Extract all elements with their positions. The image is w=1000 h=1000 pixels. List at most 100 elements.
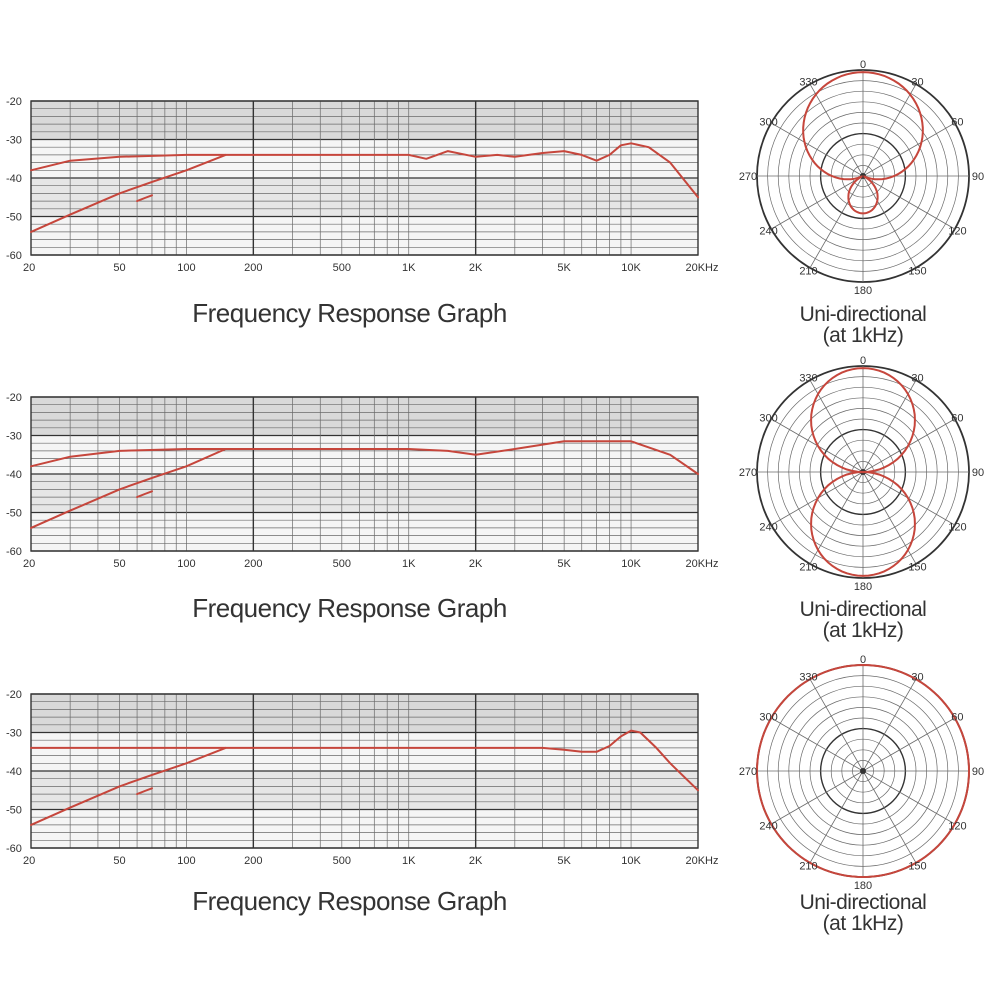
polar-spoke bbox=[862, 84, 917, 177]
polar-spoke bbox=[862, 122, 955, 177]
y-tick-label: -50 bbox=[6, 805, 22, 817]
x-tick-label: 1K bbox=[402, 262, 416, 274]
polar-angle-label: 150 bbox=[908, 265, 926, 277]
response-curve-3 bbox=[136, 787, 153, 796]
x-tick-label: 20KHz bbox=[685, 558, 718, 570]
polar-spoke bbox=[862, 175, 917, 268]
x-tick-label: 100 bbox=[177, 558, 195, 570]
polar-pattern-chart-3: 0 30 60 90 120 150 180 210 240 270 300 330 Uni-direc… bbox=[739, 654, 984, 935]
polar-spoke bbox=[809, 679, 864, 772]
polar-spoke bbox=[771, 770, 864, 825]
polar-angle-label: 300 bbox=[759, 413, 777, 425]
shaded-band-middle bbox=[31, 771, 698, 810]
polar-center-dot bbox=[860, 768, 866, 774]
shaded-band-middle bbox=[31, 474, 698, 513]
chart-title: Frequency Response Graph bbox=[192, 593, 507, 623]
x-tick-label: 500 bbox=[333, 262, 351, 274]
y-tick-label: -40 bbox=[6, 766, 22, 778]
plot-frame bbox=[30, 693, 699, 849]
polar-angle-label: 180 bbox=[854, 581, 872, 593]
y-tick-label: -50 bbox=[6, 508, 22, 520]
response-curve-2 bbox=[30, 448, 227, 529]
polar-spoke bbox=[862, 679, 917, 772]
y-tick-label: -60 bbox=[6, 250, 22, 262]
x-tick-label: 1K bbox=[402, 855, 416, 867]
shaded-band-top bbox=[31, 694, 698, 733]
polar-angle-label: 0 bbox=[860, 654, 866, 666]
polar-pattern-chart-1: 0 30 60 90 120 150 180 210 240 270 300 330 Uni-direc… bbox=[739, 59, 984, 347]
polar-angle-label: 180 bbox=[854, 880, 872, 892]
polar-angle-label: 90 bbox=[972, 467, 984, 479]
x-tick-label: 50 bbox=[113, 558, 125, 570]
polar-angle-label: 0 bbox=[860, 355, 866, 367]
polar-spoke bbox=[809, 84, 864, 177]
plot-frame bbox=[30, 100, 699, 256]
x-tick-label: 100 bbox=[177, 262, 195, 274]
polar-spoke bbox=[862, 471, 917, 564]
x-tick-label: 2K bbox=[469, 855, 483, 867]
polar-spoke bbox=[809, 471, 864, 564]
y-tick-label: -20 bbox=[6, 96, 22, 108]
x-tick-label: 10K bbox=[621, 855, 641, 867]
polar-spoke bbox=[809, 770, 864, 863]
x-tick-label: 5K bbox=[557, 558, 571, 570]
x-tick-label: 20 bbox=[23, 262, 35, 274]
polar-angle-label: 330 bbox=[799, 672, 817, 684]
polar-angle-label: 30 bbox=[911, 77, 923, 89]
y-tick-label: -30 bbox=[6, 431, 22, 443]
polar-angle-label: 120 bbox=[948, 226, 966, 238]
y-tick-label: -40 bbox=[6, 469, 22, 481]
polar-subtitle: (at 1kHz) bbox=[823, 912, 904, 935]
polar-spoke bbox=[862, 717, 955, 772]
x-tick-label: 2K bbox=[469, 558, 483, 570]
x-tick-label: 100 bbox=[177, 855, 195, 867]
polar-subtitle: (at 1kHz) bbox=[823, 619, 904, 642]
x-tick-label: 500 bbox=[333, 558, 351, 570]
polar-angle-label: 30 bbox=[911, 373, 923, 385]
polar-angle-label: 270 bbox=[739, 766, 757, 778]
polar-angle-label: 60 bbox=[951, 117, 963, 129]
polar-angle-label: 30 bbox=[911, 672, 923, 684]
shaded-band-top bbox=[31, 101, 698, 140]
polar-angle-label: 120 bbox=[948, 522, 966, 534]
polar-spoke bbox=[771, 175, 864, 230]
polar-spoke bbox=[862, 175, 955, 230]
x-tick-label: 200 bbox=[244, 262, 262, 274]
x-tick-label: 5K bbox=[557, 855, 571, 867]
shaded-band-top bbox=[31, 397, 698, 436]
polar-angle-label: 90 bbox=[972, 766, 984, 778]
chart-title: Frequency Response Graph bbox=[192, 298, 507, 328]
x-tick-label: 50 bbox=[113, 262, 125, 274]
polar-spoke bbox=[771, 122, 864, 177]
polar-angle-label: 270 bbox=[739, 467, 757, 479]
y-tick-label: -60 bbox=[6, 843, 22, 855]
polar-angle-label: 60 bbox=[951, 712, 963, 724]
polar-angle-label: 300 bbox=[759, 117, 777, 129]
response-curve-2 bbox=[30, 746, 227, 826]
response-curve-1 bbox=[30, 440, 699, 475]
polar-title: Uni-directional bbox=[800, 303, 927, 326]
polar-angle-label: 210 bbox=[799, 561, 817, 573]
x-tick-label: 1K bbox=[402, 558, 416, 570]
y-tick-label: -60 bbox=[6, 546, 22, 558]
y-tick-label: -30 bbox=[6, 728, 22, 740]
polar-angle-label: 210 bbox=[799, 265, 817, 277]
polar-angle-label: 330 bbox=[799, 373, 817, 385]
polar-angle-label: 240 bbox=[759, 522, 777, 534]
polar-angle-label: 150 bbox=[908, 860, 926, 872]
polar-angle-label: 240 bbox=[759, 226, 777, 238]
polar-pattern-curve bbox=[810, 367, 916, 577]
response-curve-1 bbox=[30, 729, 699, 792]
response-curve-2 bbox=[30, 153, 227, 233]
polar-angle-label: 120 bbox=[948, 821, 966, 833]
y-tick-label: -40 bbox=[6, 173, 22, 185]
x-tick-label: 200 bbox=[244, 855, 262, 867]
polar-spoke bbox=[862, 380, 917, 473]
x-tick-label: 50 bbox=[113, 855, 125, 867]
polar-spoke bbox=[862, 770, 955, 825]
polar-angle-label: 180 bbox=[854, 285, 872, 297]
polar-angle-label: 330 bbox=[799, 77, 817, 89]
polar-spoke bbox=[809, 380, 864, 473]
